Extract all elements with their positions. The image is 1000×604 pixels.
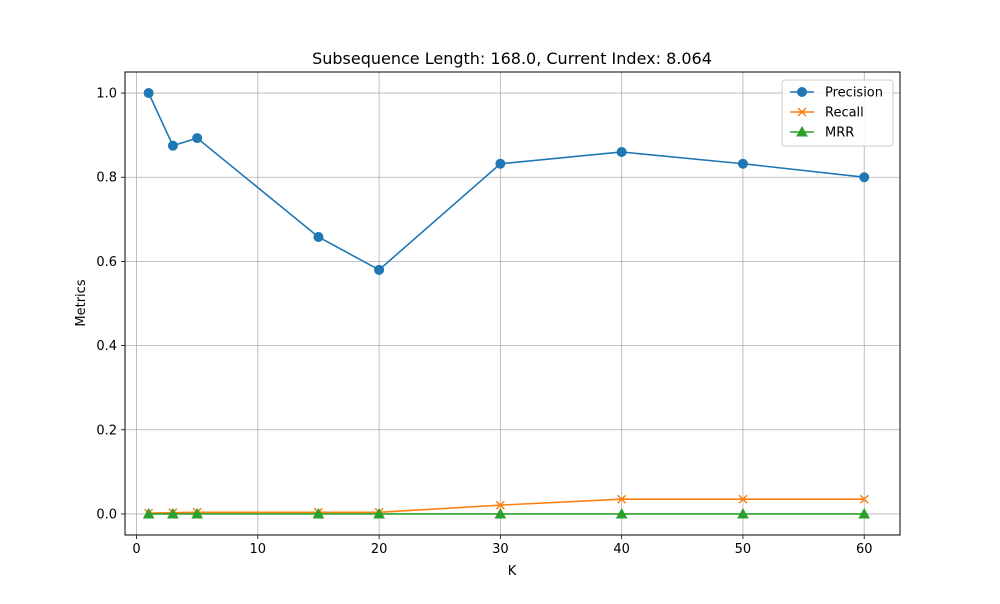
precision-point bbox=[167, 140, 178, 151]
x-tick-label: 0 bbox=[132, 542, 140, 557]
mrr-point bbox=[373, 507, 385, 519]
precision-point bbox=[313, 231, 324, 242]
mrr-point bbox=[615, 507, 628, 519]
recall-point bbox=[859, 494, 869, 504]
mrr-point bbox=[191, 507, 204, 519]
plot-frame bbox=[124, 71, 901, 536]
mrr-point bbox=[494, 507, 507, 519]
legend-item-precision: Precision bbox=[790, 86, 883, 101]
legend-item-recall: Recall bbox=[790, 106, 864, 121]
x-tick-label: 10 bbox=[250, 542, 267, 557]
mrr-point bbox=[312, 507, 325, 519]
y-tick-label: 0.4 bbox=[96, 339, 117, 354]
legend-label: MRR bbox=[825, 126, 854, 141]
mrr-point bbox=[167, 507, 179, 519]
y-tick-label: 0.0 bbox=[96, 507, 117, 522]
y-axis-label: Metrics bbox=[74, 279, 89, 326]
recall-point bbox=[495, 500, 505, 510]
precision-point bbox=[737, 158, 748, 169]
x-axis-label: K bbox=[508, 564, 517, 579]
axis-ticks: 0 10 20 30 40 50 60 0.0 0.2 0.4 0.6 0.8 1.0 bbox=[96, 87, 872, 557]
x-tick-label: 60 bbox=[856, 542, 873, 557]
series-precision bbox=[143, 88, 870, 275]
legend-box bbox=[781, 79, 894, 147]
precision-point bbox=[192, 133, 203, 144]
series-mrr bbox=[142, 507, 871, 519]
mrr-point bbox=[737, 507, 749, 519]
mrr-point bbox=[858, 507, 871, 519]
legend-label: Precision bbox=[825, 86, 883, 101]
series-group bbox=[142, 88, 871, 519]
precision-point bbox=[374, 264, 385, 275]
grid bbox=[125, 72, 900, 535]
x-tick-label: 20 bbox=[371, 542, 388, 557]
legend-swatch-marker bbox=[797, 87, 807, 97]
recall-line bbox=[148, 498, 865, 514]
y-tick-label: 0.6 bbox=[96, 255, 117, 270]
x-tick-label: 40 bbox=[613, 542, 630, 557]
x-tick-label: 50 bbox=[735, 542, 752, 557]
recall-point bbox=[617, 494, 627, 504]
y-tick-label: 0.2 bbox=[96, 423, 117, 438]
mrr-point bbox=[142, 507, 155, 519]
y-tick-label: 0.8 bbox=[96, 171, 117, 186]
y-tick-label: 1.0 bbox=[96, 87, 117, 102]
legend-item-mrr: MRR bbox=[790, 126, 854, 141]
chart-title: Subsequence Length: 168.0, Current Index… bbox=[312, 49, 712, 68]
precision-point bbox=[616, 146, 627, 157]
x-tick-label: 30 bbox=[492, 542, 509, 557]
precision-point bbox=[143, 88, 154, 99]
legend-swatch-marker bbox=[796, 125, 808, 137]
precision-line bbox=[147, 92, 865, 271]
legend-label: Recall bbox=[825, 106, 864, 121]
precision-point bbox=[495, 158, 506, 169]
legend-swatch-marker bbox=[797, 107, 807, 117]
legend: Precision Recall MRR bbox=[781, 79, 894, 147]
precision-point bbox=[859, 172, 870, 183]
recall-point bbox=[738, 494, 748, 504]
